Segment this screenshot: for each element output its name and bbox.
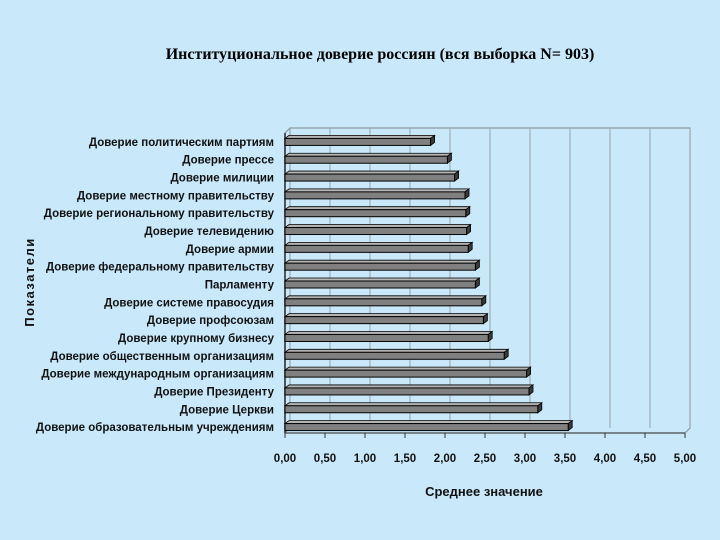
category-label: Доверие телевидению: [144, 226, 274, 238]
x-tick-label: 2,50: [474, 453, 496, 465]
bar: [283, 295, 487, 307]
bar: [283, 170, 460, 182]
category-label: Доверие профсоюзам: [147, 315, 274, 327]
x-tick-label: 4,50: [634, 453, 656, 465]
category-label: Доверие местному правительству: [77, 190, 275, 202]
category-label: Доверие армии: [186, 244, 274, 256]
category-label: Доверие региональному правительству: [44, 208, 275, 220]
category-label: Доверие федеральному правительству: [46, 262, 275, 274]
y-axis-title: Показатели: [22, 237, 37, 327]
bar: [283, 384, 535, 396]
bar: [283, 348, 510, 361]
bar: [283, 419, 574, 432]
bar: [283, 134, 436, 147]
bar: [283, 401, 543, 414]
category-label: Доверие милиции: [170, 173, 274, 185]
x-tick-label: 3,50: [554, 453, 576, 465]
bar: [283, 188, 471, 200]
bar: [283, 205, 471, 218]
bar: [283, 330, 494, 343]
bar: [283, 312, 489, 325]
grid-lines: [329, 128, 691, 428]
category-label: Доверие Церкви: [180, 404, 274, 416]
category-label: Доверие общественным организациям: [50, 351, 274, 363]
category-label: Доверие системе правосудия: [104, 297, 274, 309]
bar: [283, 366, 532, 378]
bar: [283, 152, 453, 165]
category-labels: Доверие политическим партиям Доверие прес…: [36, 137, 275, 434]
category-label: Доверие Президенту: [154, 386, 274, 398]
x-tick-label: 5,00: [674, 453, 696, 465]
category-label: Доверие образовательным учреждениям: [36, 422, 274, 434]
x-tick-label: 1,50: [394, 453, 416, 465]
bar: [283, 259, 481, 271]
bar: [283, 241, 474, 254]
bar: [283, 277, 481, 289]
bar: [283, 223, 472, 236]
x-tick-label: 0,50: [314, 453, 336, 465]
x-tick-label: 3,00: [514, 453, 536, 465]
category-label: Доверие политическим партиям: [89, 137, 274, 149]
category-label: Доверие международным организациям: [41, 369, 274, 381]
x-axis: 0,00 0,50 1,00 1,50 2,00 2,50 3,00 3,50 4,00 4,50…: [274, 432, 696, 465]
category-label: Доверие прессе: [182, 155, 274, 167]
x-tick-label: 0,00: [274, 453, 296, 465]
bars: [283, 134, 574, 432]
category-label: Доверие крупному бизнесу: [118, 333, 275, 345]
chart-title: Институциональное доверие россиян (вся в…: [165, 46, 595, 63]
x-tick-label: 1,00: [354, 453, 376, 465]
x-tick-label: 2,00: [434, 453, 456, 465]
x-axis-title: Среднее значение: [425, 484, 543, 499]
x-tick-label: 4,00: [594, 453, 616, 465]
category-label: Парламенту: [205, 280, 275, 292]
